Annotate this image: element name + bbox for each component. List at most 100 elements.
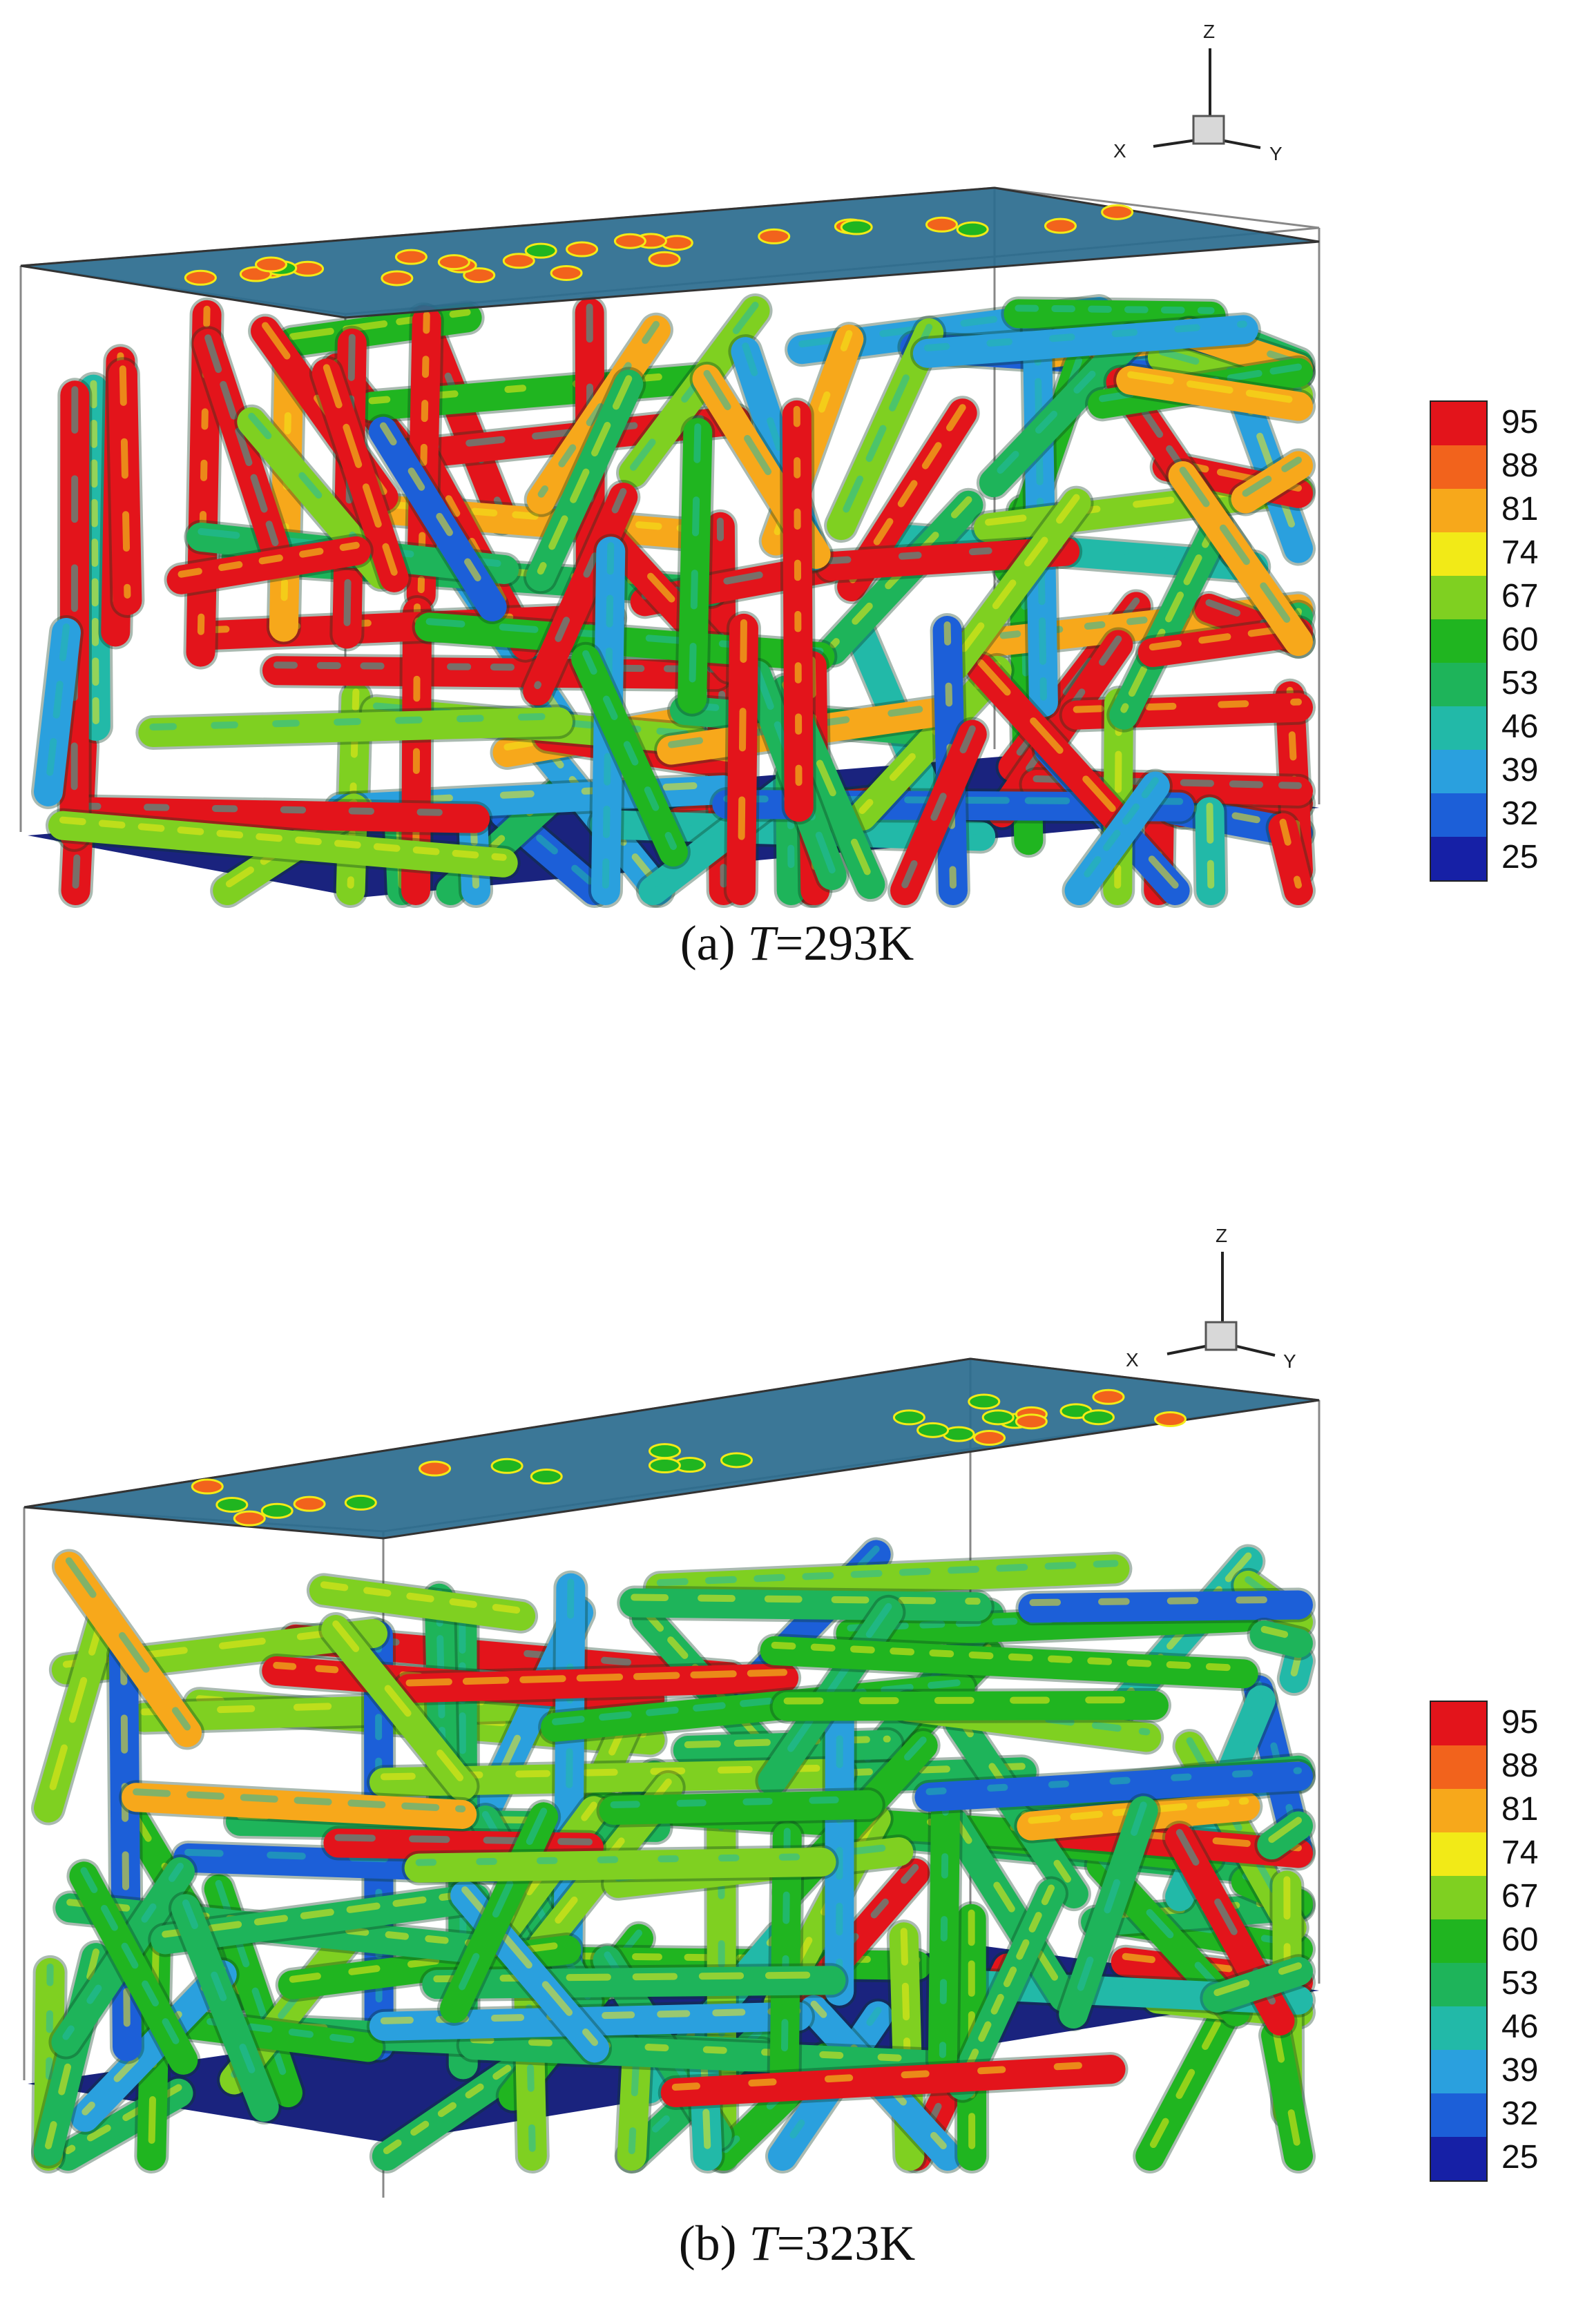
fiber-highlight	[1127, 371, 1302, 405]
fiber-highlight	[631, 1594, 981, 1605]
fiber-end-hole	[293, 1495, 326, 1512]
fiber-highlight	[1104, 1910, 1302, 1948]
fiber-highlight	[90, 380, 99, 724]
fiber-highlight	[1146, 1970, 1247, 2154]
fiber-end-hole	[973, 1430, 1006, 1446]
fiber	[171, 1894, 279, 2122]
fiber-highlight	[778, 2006, 882, 2154]
fiber-end-hole	[490, 1458, 524, 1474]
fiber-highlight	[628, 2028, 762, 2154]
fiber-highlight	[1272, 2026, 1302, 2154]
colorbar-tick-label: 32	[1501, 2095, 1539, 2132]
colorbar-swatch	[1431, 2050, 1486, 2093]
fiber-highlight	[537, 375, 633, 575]
colorbar-tick-label: 74	[1501, 534, 1539, 571]
fiber	[660, 2055, 1126, 2107]
fiber	[772, 1690, 1169, 1721]
colorbar-swatch	[1431, 793, 1486, 837]
colorbar-swatch	[1431, 402, 1486, 445]
fiber-highlight	[347, 688, 360, 889]
fiber-end-hole	[925, 216, 958, 233]
top-plate-holes	[184, 204, 1134, 287]
colorbar-tick-label: 53	[1501, 1965, 1539, 2002]
fiber-end-hole	[840, 219, 873, 235]
fiber-end-hole	[1015, 1413, 1048, 1430]
colorbar-tick-label: 88	[1501, 447, 1539, 484]
fiber	[459, 2031, 964, 2080]
colorbar-tick-label: 67	[1501, 578, 1539, 614]
fiber	[1102, 1547, 1263, 1727]
fiber-highlight	[783, 1696, 1158, 1705]
caption-prefix: (b)	[678, 2216, 749, 2271]
colorbar-swatch	[1431, 489, 1486, 532]
fiber	[523, 482, 638, 706]
fiber-highlight	[133, 1788, 466, 1812]
fiber	[1018, 1590, 1313, 1623]
fiber	[1249, 1620, 1313, 1658]
fiber-highlight	[470, 2036, 953, 2064]
axis-label-x: X	[1126, 1349, 1139, 1371]
fiber	[262, 656, 731, 690]
fiber	[1257, 1811, 1313, 1860]
fiber	[70, 1959, 237, 2132]
fiber	[1004, 299, 1226, 331]
fiber-end-hole	[613, 233, 646, 249]
fiber-highlight	[405, 1669, 788, 1687]
fiber-highlight	[1120, 517, 1221, 713]
fiber-end-hole	[381, 270, 414, 287]
fiber-highlight	[65, 1557, 191, 1731]
fiber-highlight	[769, 1602, 892, 1779]
fiber-highlight	[422, 452, 529, 643]
fiber-highlight	[959, 1884, 1055, 2084]
fiber-end-hole	[215, 1496, 249, 1513]
fiber-highlight	[368, 369, 710, 405]
fiber	[48, 811, 518, 878]
fiber-end-hole	[649, 1443, 682, 1460]
fiber-highlight	[848, 404, 966, 585]
top-plate-holes	[191, 1388, 1187, 1527]
fiber-end-hole	[254, 256, 287, 273]
fiber-highlight	[977, 659, 1118, 814]
fiber-end-hole	[524, 242, 557, 259]
colorbar-tick-label: 81	[1501, 491, 1539, 527]
fiber-highlight	[1029, 1596, 1302, 1607]
colorbar-swatch	[1431, 532, 1486, 576]
fiber-end-hole	[463, 267, 496, 284]
colorbar-tick-label: 39	[1501, 2052, 1539, 2089]
fiber-highlight	[1075, 777, 1159, 889]
fiber-highlight	[854, 619, 945, 822]
fiber-network	[31, 293, 1316, 908]
axis-label-y: Y	[1269, 143, 1283, 164]
fiber-highlight	[925, 1767, 1302, 1795]
fiber-highlight	[433, 1971, 835, 1983]
fiber-highlight	[656, 1560, 1119, 1587]
fiber	[1137, 618, 1313, 668]
colorbar-tick-label: 25	[1501, 2139, 1539, 2176]
colorbar-tick-label: 32	[1501, 795, 1539, 832]
colorbar-swatch	[1431, 619, 1486, 663]
caption-variable: T	[747, 916, 776, 971]
fiber	[825, 1674, 854, 2006]
fiber-highlight	[950, 1813, 1068, 1995]
fiber-end-hole	[981, 1409, 1015, 1426]
fiber-highlight	[379, 422, 496, 606]
caption-a: (a) T=293K	[0, 918, 1594, 968]
colorbar-tick-label: 74	[1501, 1834, 1539, 1871]
fiber-highlight	[939, 1790, 950, 2058]
fiber-end-hole	[344, 1494, 377, 1511]
fiber	[818, 490, 983, 665]
fiber-highlight	[951, 494, 1080, 664]
fiber-highlight	[149, 713, 562, 731]
panel-a: Z X Y 95 88 81 74 67 60 53 46 39 32 25 (a) T=293K	[0, 21, 1594, 968]
fiber	[108, 360, 142, 615]
fiber-highlight	[793, 405, 803, 806]
fiber-highlight	[332, 1620, 466, 1785]
fiber-highlight	[1015, 304, 1215, 314]
fiber-highlight	[689, 423, 702, 697]
fiber-end-hole	[184, 269, 217, 286]
fiber-network	[31, 1537, 1316, 2173]
fiber-end-hole	[291, 260, 325, 277]
fiber-highlight	[1213, 1962, 1302, 1997]
fiber-highlight	[582, 650, 677, 851]
colorbar-swatch	[1431, 2006, 1486, 2050]
